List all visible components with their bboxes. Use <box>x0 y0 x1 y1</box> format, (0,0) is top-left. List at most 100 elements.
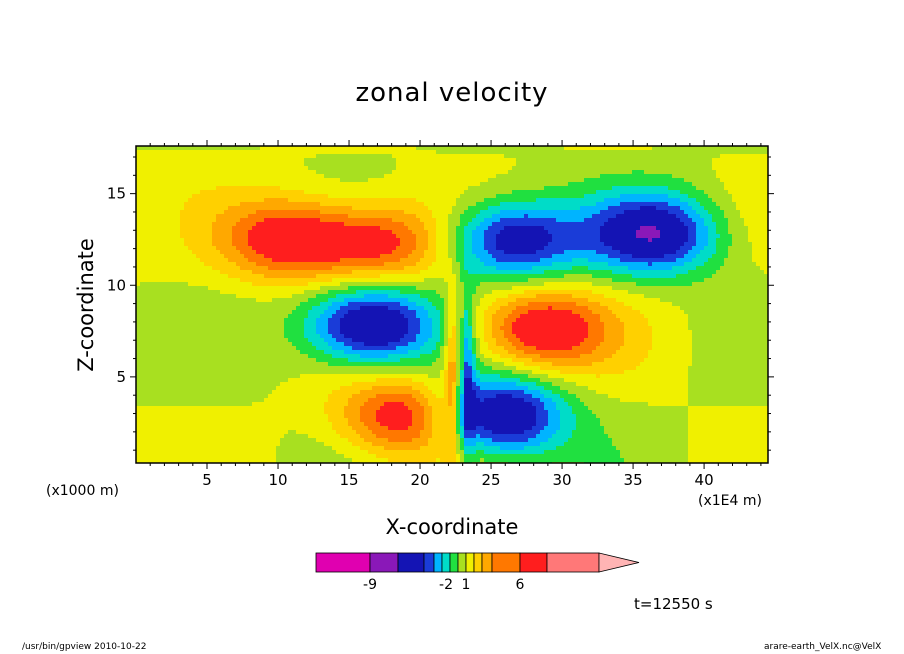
heatmap-cell <box>568 162 573 167</box>
heatmap-cell <box>412 182 417 187</box>
heatmap-cell <box>460 198 465 203</box>
heatmap-cell <box>404 182 409 187</box>
heatmap-cell <box>336 254 341 259</box>
heatmap-cell <box>464 206 469 211</box>
heatmap-cell <box>272 146 277 151</box>
heatmap-cell <box>528 146 533 151</box>
heatmap-cell <box>204 158 209 163</box>
heatmap-cell <box>204 174 209 179</box>
heatmap-cell <box>424 202 429 207</box>
heatmap-cell <box>152 150 157 155</box>
heatmap-cell <box>752 266 757 271</box>
heatmap-cell <box>428 178 433 183</box>
heatmap-cell <box>508 202 513 207</box>
heatmap-cell <box>188 174 193 179</box>
heatmap-cell <box>664 262 669 267</box>
heatmap-cell <box>476 182 481 187</box>
heatmap-cell <box>264 190 269 195</box>
heatmap-cell <box>560 218 565 223</box>
heatmap-cell <box>512 166 517 171</box>
heatmap-cell <box>360 182 365 187</box>
heatmap-cell <box>416 230 421 235</box>
heatmap-cell <box>168 266 173 271</box>
heatmap-cell <box>600 218 605 223</box>
heatmap-cell <box>444 234 449 239</box>
heatmap-cell <box>196 262 201 267</box>
heatmap-cell <box>724 214 729 219</box>
heatmap-cell <box>520 150 525 155</box>
heatmap-cell <box>512 158 517 163</box>
heatmap-cell <box>588 214 593 219</box>
heatmap-cell <box>228 226 233 231</box>
heatmap-cell <box>560 234 565 239</box>
heatmap-cell <box>576 166 581 171</box>
heatmap-cell <box>404 242 409 247</box>
heatmap-cell <box>288 158 293 163</box>
heatmap-cell <box>156 246 161 251</box>
heatmap-cell <box>616 222 621 227</box>
heatmap-cell <box>660 178 665 183</box>
heatmap-cell <box>492 166 497 171</box>
heatmap-cell <box>496 262 501 267</box>
heatmap-cell <box>492 146 497 151</box>
heatmap-cell <box>160 250 165 255</box>
heatmap-cell <box>684 150 689 155</box>
heatmap-cell <box>472 182 477 187</box>
heatmap-cell <box>204 186 209 191</box>
heatmap-cell <box>184 170 189 175</box>
heatmap-cell <box>372 170 377 175</box>
heatmap-cell <box>392 194 397 199</box>
heatmap-cell <box>172 190 177 195</box>
heatmap-cell <box>208 238 213 243</box>
heatmap-cell <box>160 190 165 195</box>
heatmap-cell <box>428 238 433 243</box>
heatmap-cell <box>376 238 381 243</box>
heatmap-cell <box>536 170 541 175</box>
heatmap-cell <box>464 170 469 175</box>
heatmap-cell <box>444 238 449 243</box>
heatmap-cell <box>736 202 741 207</box>
heatmap-cell <box>240 154 245 159</box>
heatmap-cell <box>432 186 437 191</box>
heatmap-cell <box>188 178 193 183</box>
heatmap-cell <box>284 234 289 239</box>
heatmap-cell <box>392 230 397 235</box>
heatmap-cell <box>472 202 477 207</box>
heatmap-cell <box>180 202 185 207</box>
heatmap-cell <box>720 266 725 271</box>
heatmap-cell <box>524 230 529 235</box>
heatmap-cell <box>308 270 313 275</box>
heatmap-cell <box>728 146 733 151</box>
heatmap-cell <box>184 222 189 227</box>
heatmap-cell <box>504 214 509 219</box>
heatmap-cell <box>332 206 337 211</box>
heatmap-cell <box>400 158 405 163</box>
heatmap-cell <box>384 250 389 255</box>
heatmap-cell <box>160 206 165 211</box>
heatmap-cell <box>352 170 357 175</box>
heatmap-cell <box>492 230 497 235</box>
heatmap-cell <box>192 190 197 195</box>
heatmap-cell <box>744 162 749 167</box>
heatmap-cell <box>264 162 269 167</box>
heatmap-cell <box>140 234 145 239</box>
heatmap-cell <box>408 238 413 243</box>
heatmap-cell <box>396 266 401 271</box>
heatmap-cell <box>508 250 513 255</box>
heatmap-cell <box>564 182 569 187</box>
heatmap-cell <box>440 226 445 231</box>
heatmap-cell <box>464 226 469 231</box>
heatmap-cell <box>656 238 661 243</box>
heatmap-cell <box>320 162 325 167</box>
heatmap-cell <box>436 242 441 247</box>
heatmap-cell <box>348 226 353 231</box>
heatmap-cell <box>708 226 713 231</box>
heatmap-cell <box>460 218 465 223</box>
heatmap-cell <box>748 234 753 239</box>
heatmap-cell <box>724 166 729 171</box>
heatmap-cell <box>600 190 605 195</box>
heatmap-cell <box>680 262 685 267</box>
heatmap-cell <box>556 266 561 271</box>
heatmap-cell <box>176 190 181 195</box>
heatmap-cell <box>264 158 269 163</box>
